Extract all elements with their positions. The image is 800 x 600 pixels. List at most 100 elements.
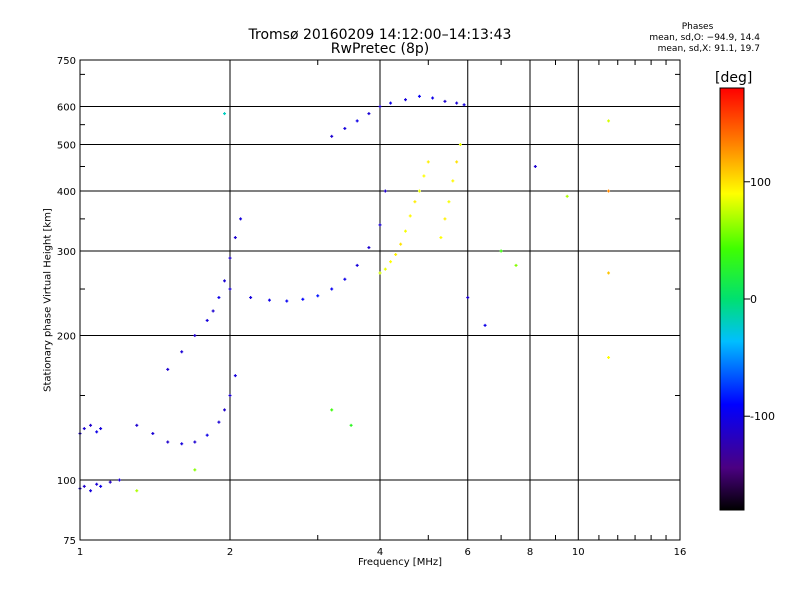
x-tick-label: 10 [572,547,585,558]
data-point [408,214,412,218]
y-tick-label: 400 [57,187,76,198]
data-point [343,277,347,281]
data-point [180,442,184,446]
data-point [180,350,184,354]
data-point [211,309,215,313]
y-tick-label: 100 [57,476,76,487]
data-point [378,271,382,275]
y-tick-label: 750 [57,56,76,67]
data-point [367,112,371,116]
grid-lines [80,60,680,540]
phase-stats-o: mean, sd,O: −94.9, 14.4 [649,33,760,43]
data-point [135,423,139,427]
data-point [499,249,503,253]
data-point [217,296,221,300]
data-point [426,160,430,164]
data-point [422,174,426,178]
data-point [223,112,227,116]
data-point [193,334,197,338]
y-tick-label: 600 [57,103,76,114]
data-point [565,194,569,198]
data-point [95,430,99,434]
data-point [349,423,353,427]
data-point [316,294,320,298]
data-point [394,253,398,257]
data-point [455,160,459,164]
data-point [228,394,232,398]
colorbar-gradient [719,87,745,511]
data-point [399,242,403,246]
data-point [451,179,455,183]
data-point [455,101,459,105]
data-point [301,297,305,301]
data-point [99,427,103,431]
data-point [99,484,103,488]
data-point [89,489,93,493]
data-point [355,263,359,267]
colorbar-tick-label: 100 [750,176,771,189]
data-point [607,355,611,359]
data-point [483,323,487,327]
colorbar: 100 0 -100 [719,87,775,511]
data-point [108,480,112,484]
data-point [89,423,93,427]
colorbar-tick-label: -100 [750,410,775,423]
data-point [447,200,451,204]
data-point [223,279,227,283]
data-point [431,96,435,100]
y-tick-label: 500 [57,141,76,152]
data-point [607,271,611,275]
plot-frame [79,59,681,541]
data-point [383,189,387,193]
data-point [82,484,86,488]
data-point [95,482,99,486]
data-point [417,189,421,193]
chart-title: Tromsø 20160209 14:12:00–14:13:43 [248,27,512,43]
data-point [166,440,170,444]
x-axis-label: Frequency [MHz] [357,557,443,568]
data-point [514,263,518,267]
data-point [462,103,466,107]
data-point [443,99,447,103]
data-point [389,101,393,105]
data-point [217,420,221,424]
data-point [367,246,371,250]
data-point [417,94,421,98]
data-point [458,143,462,147]
data-point [228,256,232,260]
y-tick-label: 300 [57,247,76,258]
chart-subtitle: RwPretec (8p) [330,41,430,57]
data-point [355,119,359,123]
data-point [443,217,447,221]
data-point [389,260,393,264]
x-tick-label: 16 [674,547,687,558]
x-tick-label: 6 [465,547,471,558]
data-point [607,119,611,123]
x-tick-label: 4 [377,547,383,558]
data-point [383,267,387,271]
data-point [285,299,289,303]
data-point [151,432,155,436]
tick-labels: 1 2 4 6 8 10 16 75 100 200 300 400 500 600 750 [57,56,686,558]
data-point [117,478,121,482]
data-point [135,489,139,493]
data-point [378,105,382,109]
data-point [205,433,209,437]
data-point [330,287,334,291]
data-point [249,296,253,300]
data-point [166,367,170,371]
data-points [78,94,611,493]
phase-stats: Phases mean, sd,O: −94.9, 14.4 mean, sd,… [600,22,760,55]
data-point [205,318,209,322]
data-point [233,374,237,378]
data-point [330,408,334,412]
data-point [403,229,407,233]
data-point [193,468,197,472]
y-tick-label: 200 [57,332,76,343]
data-point [439,236,443,240]
data-point [607,189,611,193]
colorbar-tick-label: 0 [750,293,757,306]
data-point [82,427,86,431]
data-point [330,134,334,138]
data-point [378,223,382,227]
